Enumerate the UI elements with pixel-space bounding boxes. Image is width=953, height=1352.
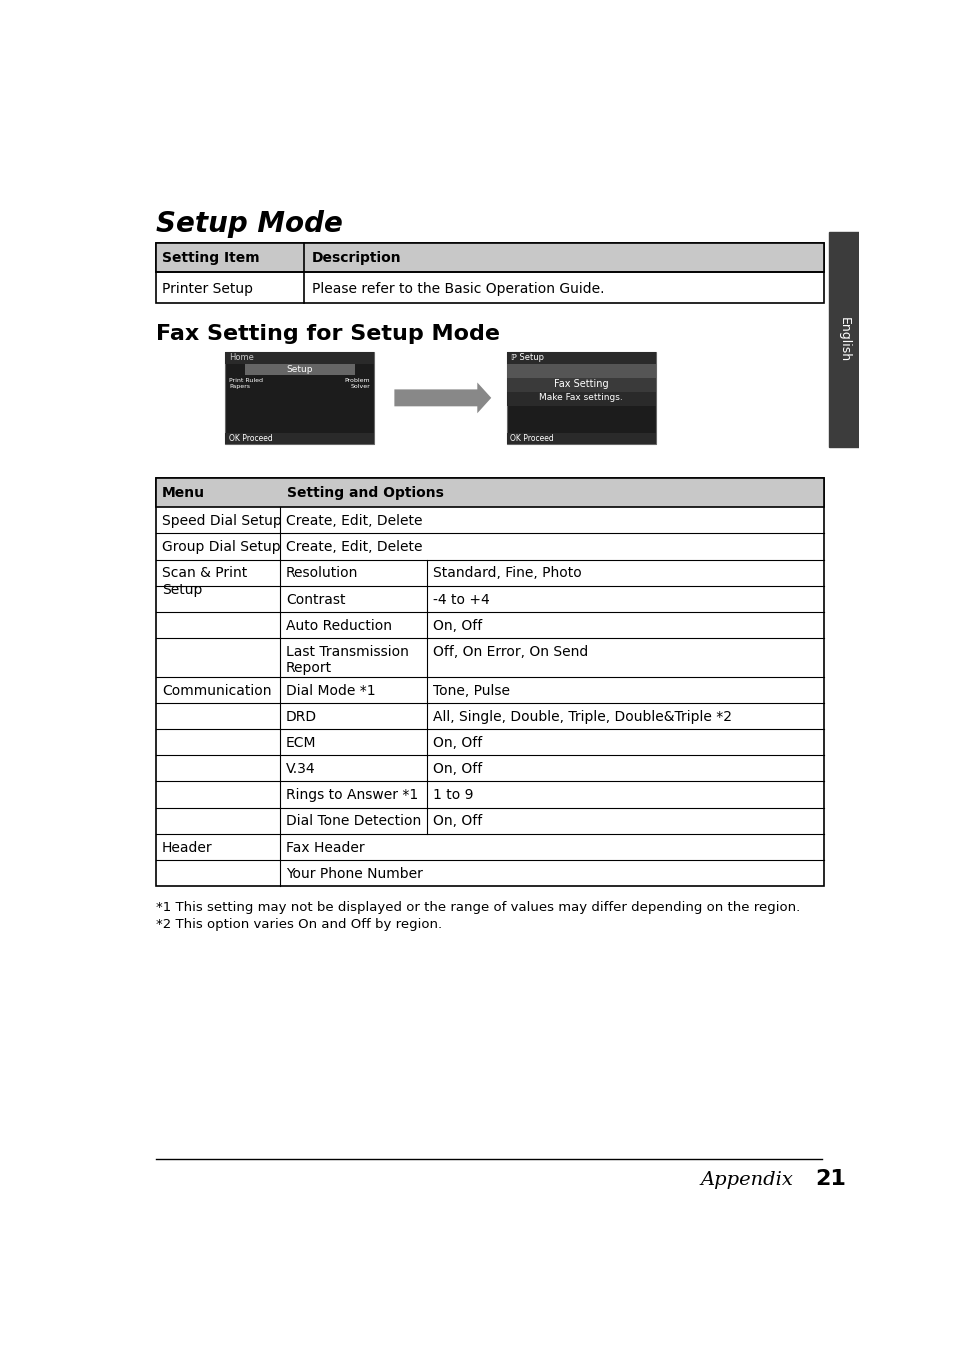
Text: Standard, Fine, Photo: Standard, Fine, Photo xyxy=(433,566,581,580)
Text: 1 to 9: 1 to 9 xyxy=(433,788,473,802)
Bar xyxy=(155,243,822,272)
Text: Fax Setting for Setup Mode: Fax Setting for Setup Mode xyxy=(155,324,499,343)
Text: *1 This setting may not be displayed or the range of values may differ depending: *1 This setting may not be displayed or … xyxy=(155,902,799,914)
Text: Scan & Print
Setup: Scan & Print Setup xyxy=(162,566,247,596)
Text: V.34: V.34 xyxy=(286,763,315,776)
Bar xyxy=(225,433,374,443)
Text: Dial Tone Detection: Dial Tone Detection xyxy=(286,814,420,829)
Polygon shape xyxy=(394,383,491,414)
Text: Appendix: Appendix xyxy=(700,1171,793,1188)
Text: Resolution: Resolution xyxy=(286,566,358,580)
Text: Contrast: Contrast xyxy=(286,592,345,607)
Text: Home: Home xyxy=(229,353,253,362)
Text: Description: Description xyxy=(312,250,401,265)
Bar xyxy=(506,392,655,406)
Text: DRD: DRD xyxy=(286,710,316,723)
Bar xyxy=(155,243,822,303)
Text: English: English xyxy=(837,316,849,362)
Text: All, Single, Double, Triple, Double&Triple *2: All, Single, Double, Triple, Double&Trip… xyxy=(433,710,731,723)
Bar xyxy=(225,352,374,443)
Bar xyxy=(506,352,655,364)
Text: Problem
Solver: Problem Solver xyxy=(344,377,370,388)
Text: Printer Setup: Printer Setup xyxy=(162,281,253,296)
Text: Header: Header xyxy=(162,841,213,854)
Text: Setup Mode: Setup Mode xyxy=(155,210,342,238)
Bar xyxy=(506,364,655,377)
Text: OK Proceed: OK Proceed xyxy=(509,434,553,443)
Bar xyxy=(506,433,655,443)
Text: ℙ Setup: ℙ Setup xyxy=(510,353,543,362)
Text: Print Ruled
Papers: Print Ruled Papers xyxy=(229,377,263,388)
Text: On, Off: On, Off xyxy=(433,735,482,750)
Text: Dial Mode *1: Dial Mode *1 xyxy=(286,684,375,698)
Text: Fax Setting: Fax Setting xyxy=(554,379,608,388)
Text: Your Phone Number: Your Phone Number xyxy=(286,867,422,880)
Text: Make Fax settings.: Make Fax settings. xyxy=(538,393,622,403)
Text: Menu: Menu xyxy=(162,485,205,500)
Text: On, Off: On, Off xyxy=(433,814,482,829)
Text: Setting Item: Setting Item xyxy=(162,250,259,265)
Bar xyxy=(506,352,655,443)
Text: *2 This option varies On and Off by region.: *2 This option varies On and Off by regi… xyxy=(155,918,441,932)
Text: Setup: Setup xyxy=(286,365,313,373)
Bar xyxy=(155,479,822,507)
Text: Fax Header: Fax Header xyxy=(286,841,364,854)
Text: -4 to +4: -4 to +4 xyxy=(433,592,489,607)
Text: ECM: ECM xyxy=(286,735,316,750)
Bar xyxy=(245,364,355,375)
Text: Setting and Options: Setting and Options xyxy=(287,485,444,500)
Text: Speed Dial Setup: Speed Dial Setup xyxy=(162,514,281,529)
Bar xyxy=(828,231,858,448)
Text: Communication: Communication xyxy=(162,684,271,698)
Text: On, Off: On, Off xyxy=(433,619,482,633)
Bar xyxy=(506,377,655,392)
Text: 21: 21 xyxy=(815,1169,845,1190)
Text: Create, Edit, Delete: Create, Edit, Delete xyxy=(286,541,422,554)
Text: Please refer to the Basic Operation Guide.: Please refer to the Basic Operation Guid… xyxy=(312,281,604,296)
Text: Group Dial Setup: Group Dial Setup xyxy=(162,541,280,554)
Bar xyxy=(225,352,374,364)
Text: Last Transmission
Report: Last Transmission Report xyxy=(286,645,408,675)
Text: OK Proceed: OK Proceed xyxy=(229,434,272,443)
Text: On, Off: On, Off xyxy=(433,763,482,776)
Text: Rings to Answer *1: Rings to Answer *1 xyxy=(286,788,417,802)
Text: Auto Reduction: Auto Reduction xyxy=(286,619,392,633)
Text: Tone, Pulse: Tone, Pulse xyxy=(433,684,510,698)
Text: Create, Edit, Delete: Create, Edit, Delete xyxy=(286,514,422,529)
Bar xyxy=(155,479,822,886)
Text: Off, On Error, On Send: Off, On Error, On Send xyxy=(433,645,588,658)
